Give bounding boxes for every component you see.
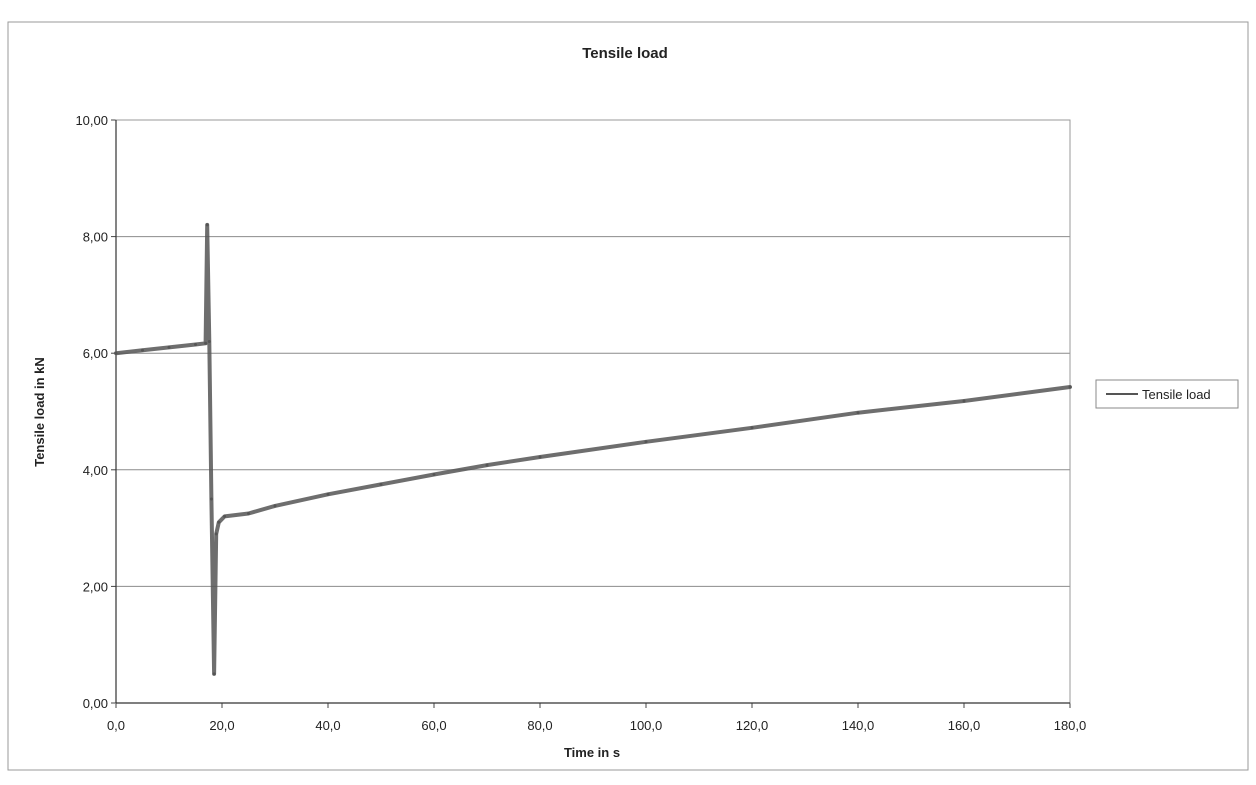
x-tick-label: 0,0 [107,718,125,733]
data-point [273,504,277,508]
gridlines [111,119,1071,708]
data-point [167,345,171,349]
y-tick-label: 2,00 [83,579,108,594]
data-point [141,348,144,352]
series-line-tensile-load [114,222,1072,676]
data-point [212,672,216,676]
x-tick-label: 20,0 [209,718,234,733]
y-tick-label: 4,00 [83,463,108,478]
y-tick-label: 8,00 [83,230,108,245]
x-tick-label: 60,0 [421,718,446,733]
y-tick-label: 10,00 [75,113,108,128]
y-axis-title: Tensile load in kN [32,357,47,467]
data-point [209,497,213,501]
data-point [223,514,227,518]
x-tick-label: 180,0 [1054,718,1087,733]
data-point [485,463,489,467]
data-point [247,512,250,515]
x-axis-title: Time in s [564,745,620,760]
axes [115,120,1070,704]
data-point [962,399,966,403]
chart-title: Tensile load [582,45,668,62]
data-point [204,341,208,345]
data-point [538,455,542,459]
x-tick-labels: 0,0 20,0 40,0 60,0 80,0 100,0 120,0 140,0 160,0 1… [107,718,1086,733]
y-tick-label: 6,00 [83,346,108,361]
x-tick-label: 40,0 [315,718,340,733]
data-point [207,340,211,343]
chart-border [7,21,1249,771]
data-point [432,473,436,476]
x-tick-label: 100,0 [630,718,663,733]
legend: Tensile load [1095,379,1239,409]
data-point [217,520,221,524]
data-point [750,426,754,430]
x-tick-label: 120,0 [736,718,769,733]
data-point [1068,385,1072,389]
data-point [856,411,860,415]
y-tick-label: 0,00 [83,696,108,711]
data-point [214,532,218,536]
x-tick-label: 80,0 [527,718,552,733]
x-tick-label: 160,0 [948,718,981,733]
series-layer [114,222,1072,676]
data-point [114,351,118,355]
data-point [194,343,197,346]
legend-label-tensile-load: Tensile load [1142,387,1211,402]
data-point [379,482,383,486]
data-point [326,492,330,496]
data-point [644,440,648,444]
plot-area-border [115,119,1071,704]
y-tick-labels: 0,00 2,00 4,00 6,00 8,00 10,00 [75,113,108,711]
data-point [205,223,209,227]
x-tick-label: 140,0 [842,718,875,733]
